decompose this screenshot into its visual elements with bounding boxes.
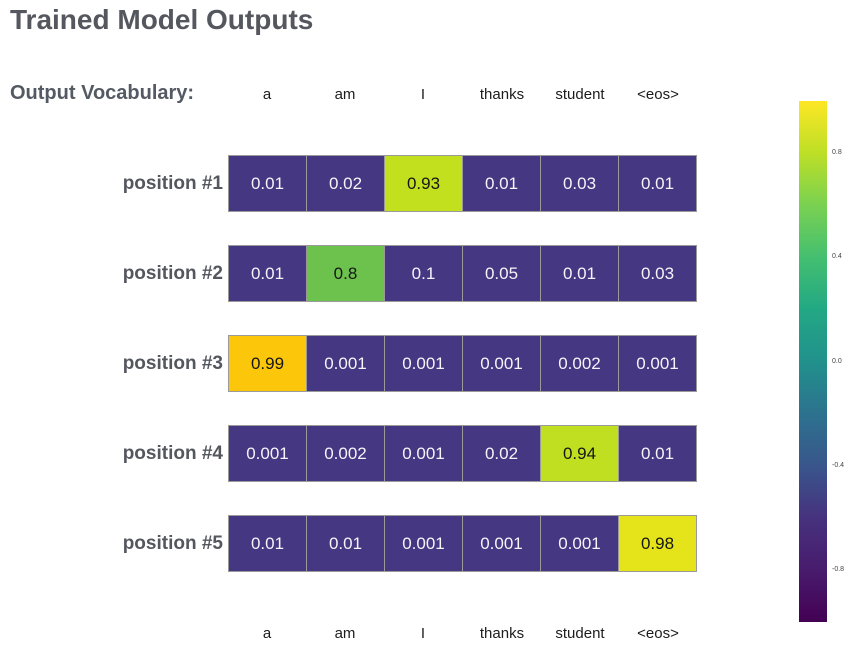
colorbar-tick-label: -0.8 xyxy=(832,565,845,573)
column-footer-student: student xyxy=(555,625,605,642)
column-footer-thanks: thanks xyxy=(479,625,525,642)
probability-cells: 0.01 0.8 0.1 0.05 0.01 0.03 xyxy=(228,245,697,302)
prob-cell: 0.98 xyxy=(619,516,696,571)
prob-cell: 0.001 xyxy=(619,336,696,391)
colorbar-tick-label: 0.4 xyxy=(832,253,842,261)
probability-row: position #4 0.001 0.002 0.001 0.02 0.94 … xyxy=(0,425,859,482)
column-footer-eos: <eos> xyxy=(637,625,679,642)
column-footer-am: am xyxy=(334,625,356,642)
prob-cell: 0.001 xyxy=(541,516,619,571)
prob-cell: 0.02 xyxy=(463,426,541,481)
prob-cell: 0.01 xyxy=(463,156,541,211)
prob-cell: 0.05 xyxy=(463,246,541,301)
column-footer-i: I xyxy=(420,625,426,642)
row-label-position-2: position #2 xyxy=(122,263,223,284)
probability-cells: 0.01 0.02 0.93 0.01 0.03 0.01 xyxy=(228,155,697,212)
colorbar-tick-label: 0.0 xyxy=(832,357,842,365)
prob-cell: 0.001 xyxy=(385,426,463,481)
prob-cell: 0.03 xyxy=(541,156,619,211)
probability-row: position #5 0.01 0.01 0.001 0.001 0.001 … xyxy=(0,515,859,572)
prob-cell: 0.01 xyxy=(229,246,307,301)
prob-cell: 0.01 xyxy=(229,156,307,211)
column-header-am: am xyxy=(334,86,356,103)
colorbar-tick-label: 0.8 xyxy=(832,149,842,157)
output-vocabulary-label: Output Vocabulary: xyxy=(10,82,195,104)
prob-cell: 0.001 xyxy=(385,516,463,571)
prob-cell: 0.002 xyxy=(307,426,385,481)
probability-row: position #1 0.01 0.02 0.93 0.01 0.03 0.0… xyxy=(0,155,859,212)
row-label-position-1: position #1 xyxy=(122,173,223,194)
prob-cell: 0.01 xyxy=(229,516,307,571)
column-header-eos: <eos> xyxy=(637,86,679,103)
column-header-thanks: thanks xyxy=(479,86,525,103)
prob-cell: 0.01 xyxy=(619,426,696,481)
probability-cells: 0.001 0.002 0.001 0.02 0.94 0.01 xyxy=(228,425,697,482)
prob-cell: 0.002 xyxy=(541,336,619,391)
prob-cell: 0.001 xyxy=(307,336,385,391)
probability-row: position #3 0.99 0.001 0.001 0.001 0.002… xyxy=(0,335,859,392)
column-footer-a: a xyxy=(262,625,272,642)
column-header-student: student xyxy=(555,86,605,103)
row-label-position-4: position #4 xyxy=(122,443,223,464)
prob-cell: 0.01 xyxy=(307,516,385,571)
page-title: Trained Model Outputs xyxy=(10,4,314,35)
prob-cell: 0.99 xyxy=(229,336,307,391)
colorbar-gradient xyxy=(799,101,827,622)
prob-cell: 0.001 xyxy=(229,426,307,481)
row-label-position-3: position #3 xyxy=(122,353,223,374)
prob-cell: 0.001 xyxy=(385,336,463,391)
row-label-position-5: position #5 xyxy=(122,533,223,554)
column-header-a: a xyxy=(262,86,272,103)
probability-cells: 0.01 0.01 0.001 0.001 0.001 0.98 xyxy=(228,515,697,572)
prob-cell: 0.8 xyxy=(307,246,385,301)
probability-row: position #2 0.01 0.8 0.1 0.05 0.01 0.03 xyxy=(0,245,859,302)
prob-cell: 0.001 xyxy=(463,336,541,391)
prob-cell: 0.94 xyxy=(541,426,619,481)
prob-cell: 0.03 xyxy=(619,246,696,301)
prob-cell: 0.01 xyxy=(541,246,619,301)
prob-cell: 0.02 xyxy=(307,156,385,211)
colorbar-ticks: 0.8 0.4 0.0 -0.4 -0.8 xyxy=(832,101,858,622)
probability-cells: 0.99 0.001 0.001 0.001 0.002 0.001 xyxy=(228,335,697,392)
prob-cell: 0.1 xyxy=(385,246,463,301)
prob-cell: 0.01 xyxy=(619,156,696,211)
prob-cell: 0.93 xyxy=(385,156,463,211)
prob-cell: 0.001 xyxy=(463,516,541,571)
column-header-i: I xyxy=(420,86,426,103)
colorbar-tick-label: -0.4 xyxy=(832,461,845,469)
